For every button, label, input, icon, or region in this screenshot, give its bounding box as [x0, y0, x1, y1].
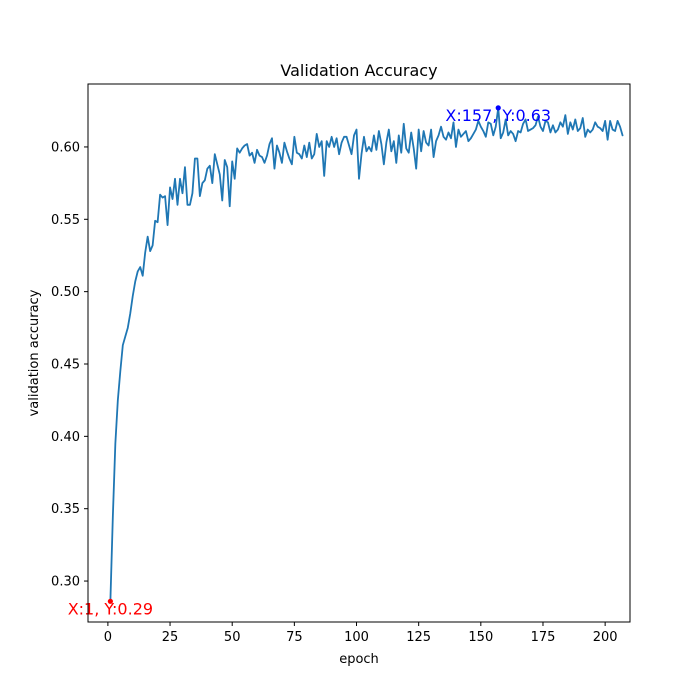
x-tick-label: 0	[104, 630, 112, 645]
x-axis-ticks: 0 25 50 75 100 125 150 175 200	[104, 622, 618, 645]
x-axis-label: epoch	[339, 652, 379, 667]
y-tick-label: 0.35	[51, 502, 80, 517]
validation-accuracy-line	[109, 106, 624, 603]
y-tick-label: 0.45	[51, 357, 80, 372]
chart-title: Validation Accuracy	[280, 61, 437, 80]
x-tick-label: 150	[468, 630, 493, 645]
y-axis-ticks: 0.30 0.35 0.40 0.45 0.50 0.55 0.60	[51, 140, 88, 590]
x-tick-label: 50	[224, 630, 241, 645]
x-tick-label: 200	[593, 630, 618, 645]
plot-frame	[87, 83, 631, 623]
annotation-label: X:1, Y:0.29	[68, 599, 153, 618]
x-tick-label: 25	[162, 630, 179, 645]
y-tick-label: 0.30	[51, 575, 80, 590]
annotation-marker	[107, 598, 113, 604]
y-axis-label: validation accuracy	[27, 289, 42, 416]
annotation-label: X:157, Y:0.63	[445, 106, 551, 125]
annotations: X:1, Y:0.29 X:157, Y:0.63	[68, 105, 551, 618]
y-tick-label: 0.60	[51, 140, 80, 155]
x-tick-label: 175	[531, 630, 556, 645]
annotation-marker	[495, 105, 501, 111]
y-tick-label: 0.40	[51, 430, 80, 445]
x-tick-label: 100	[344, 630, 369, 645]
y-tick-label: 0.55	[51, 213, 80, 228]
x-tick-label: 75	[286, 630, 303, 645]
x-tick-label: 125	[406, 630, 431, 645]
y-tick-label: 0.50	[51, 285, 80, 300]
